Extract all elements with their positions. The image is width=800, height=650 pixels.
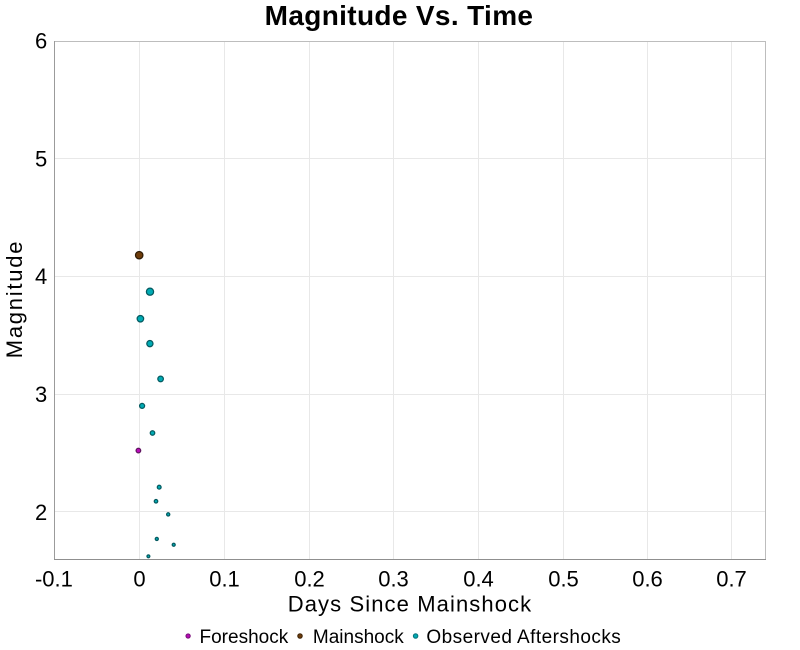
svg-text:4: 4 [35, 264, 47, 289]
svg-text:0.2: 0.2 [294, 566, 325, 591]
svg-text:Magnitude Vs. Time: Magnitude Vs. Time [265, 0, 534, 31]
svg-text:-0.1: -0.1 [35, 566, 73, 591]
svg-text:0.6: 0.6 [632, 566, 663, 591]
svg-text:0: 0 [133, 566, 145, 591]
svg-text:2: 2 [35, 500, 47, 525]
svg-text:6: 6 [35, 29, 47, 54]
svg-text:0.7: 0.7 [716, 566, 747, 591]
svg-text:5: 5 [35, 146, 47, 171]
svg-text:0.3: 0.3 [378, 566, 409, 591]
svg-text:0.4: 0.4 [463, 566, 494, 591]
svg-text:Observed Aftershocks: Observed Aftershocks [426, 627, 621, 648]
svg-text:0.5: 0.5 [548, 566, 579, 591]
svg-text:Mainshock: Mainshock [313, 627, 404, 648]
svg-text:0.1: 0.1 [209, 566, 240, 591]
svg-text:Foreshock: Foreshock [200, 627, 289, 648]
svg-text:Days Since Mainshock: Days Since Mainshock [288, 592, 533, 617]
svg-text:Magnitude: Magnitude [2, 240, 27, 359]
svg-text:3: 3 [35, 382, 47, 407]
